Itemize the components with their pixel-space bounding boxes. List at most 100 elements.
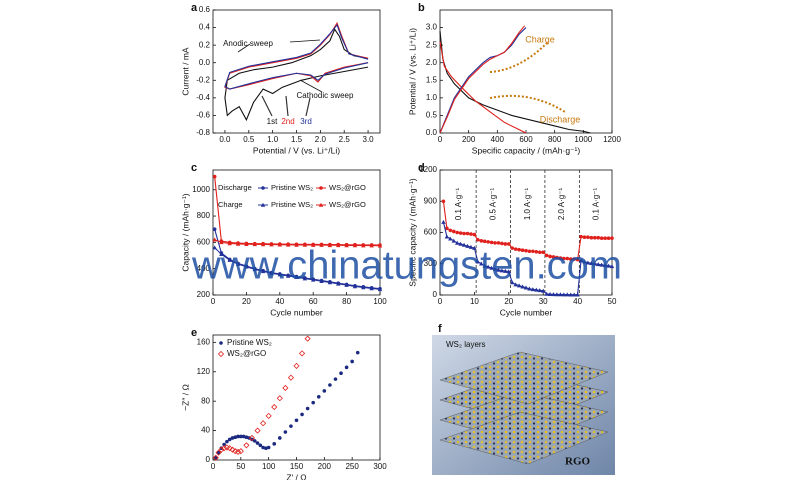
marker <box>448 228 453 233</box>
marker <box>516 283 522 288</box>
marker <box>513 247 518 251</box>
marker <box>469 232 473 236</box>
annotation: Anodic sweep <box>223 39 273 48</box>
illustration-label: WS₂ layers <box>446 340 486 349</box>
marker <box>293 362 300 369</box>
marker <box>589 235 594 240</box>
marker <box>599 236 604 241</box>
marker <box>244 435 249 440</box>
marker <box>361 243 366 248</box>
series-line <box>224 28 369 122</box>
y-tick-label: 1200 <box>419 165 437 174</box>
marker <box>269 271 274 276</box>
marker <box>265 412 272 419</box>
marker <box>500 241 504 246</box>
annotation: Cathodic sweep <box>297 91 354 100</box>
marker <box>344 365 349 370</box>
marker <box>336 243 341 248</box>
marker <box>227 437 232 442</box>
marker <box>606 263 611 268</box>
marker <box>300 412 304 417</box>
marker <box>462 231 466 236</box>
marker <box>328 383 332 387</box>
marker <box>531 249 535 254</box>
panel-label: d <box>418 162 425 174</box>
marker <box>302 242 308 247</box>
marker <box>461 242 467 247</box>
marker <box>319 186 323 190</box>
x-tick-label: 50 <box>236 462 245 471</box>
marker <box>352 284 358 289</box>
marker <box>476 237 480 242</box>
y-tick-label: 0 <box>206 455 211 464</box>
marker <box>226 445 233 452</box>
marker <box>585 260 591 265</box>
marker <box>496 267 501 272</box>
marker <box>236 434 240 439</box>
y-tick-label: 0.4 <box>199 23 211 32</box>
marker <box>586 235 590 239</box>
marker <box>213 455 218 460</box>
marker <box>255 441 260 445</box>
marker <box>252 242 257 247</box>
y-tick-label: 0.0 <box>426 128 438 137</box>
y-tick-label: 3.0 <box>426 23 438 32</box>
x-tick-label: 0 <box>438 297 443 306</box>
marker <box>530 287 536 292</box>
y-tick-label: 1.5 <box>426 75 438 84</box>
marker <box>445 226 449 231</box>
marker <box>479 261 484 266</box>
annotation-arrows <box>237 39 566 117</box>
marker <box>551 292 556 297</box>
y-tick-label: 800 <box>197 211 211 220</box>
marker <box>565 256 570 261</box>
marker <box>235 261 241 266</box>
plot-frame <box>212 169 381 296</box>
marker <box>503 242 508 246</box>
panel-label: a <box>191 2 198 14</box>
marker <box>250 437 254 442</box>
marker <box>260 202 266 207</box>
x-tick-label: 20 <box>242 297 251 306</box>
marker <box>336 281 341 286</box>
panel-label: f <box>438 323 442 335</box>
x-tick-label: 40 <box>275 297 284 306</box>
marker <box>327 243 333 248</box>
series-line <box>224 23 369 90</box>
marker <box>499 268 505 273</box>
x-tick-label: 0 <box>438 135 443 144</box>
y-tick-label: 400 <box>197 264 211 273</box>
marker <box>451 238 456 243</box>
x-tick-label: 1000 <box>574 135 592 144</box>
marker <box>344 243 349 248</box>
x-tick-label: 100 <box>262 462 276 471</box>
marker <box>541 288 546 293</box>
legend-label: WS₂@rGO <box>227 349 266 358</box>
marker <box>572 257 576 261</box>
arrow <box>237 39 323 93</box>
marker <box>285 273 291 278</box>
legend-title: Discharge <box>218 183 252 192</box>
legend-label: WS₂@rGO <box>329 183 366 192</box>
arrow <box>261 95 311 117</box>
marker <box>527 286 532 291</box>
marker <box>352 243 358 248</box>
marker <box>272 442 277 446</box>
illustration-label: RGO <box>565 456 591 468</box>
marker <box>227 241 232 246</box>
legend-label: Pristine WS₂ <box>271 200 313 209</box>
marker <box>496 241 501 245</box>
marker <box>455 240 460 245</box>
marker <box>468 244 474 249</box>
marker <box>215 449 222 456</box>
y-tick-label: 2.0 <box>426 58 438 67</box>
marker <box>282 384 289 392</box>
marker <box>578 258 584 263</box>
x-tick-label: 100 <box>373 297 387 306</box>
marker <box>219 252 224 257</box>
marker <box>233 435 238 440</box>
marker <box>610 236 614 241</box>
marker <box>369 243 374 248</box>
marker <box>333 377 338 381</box>
